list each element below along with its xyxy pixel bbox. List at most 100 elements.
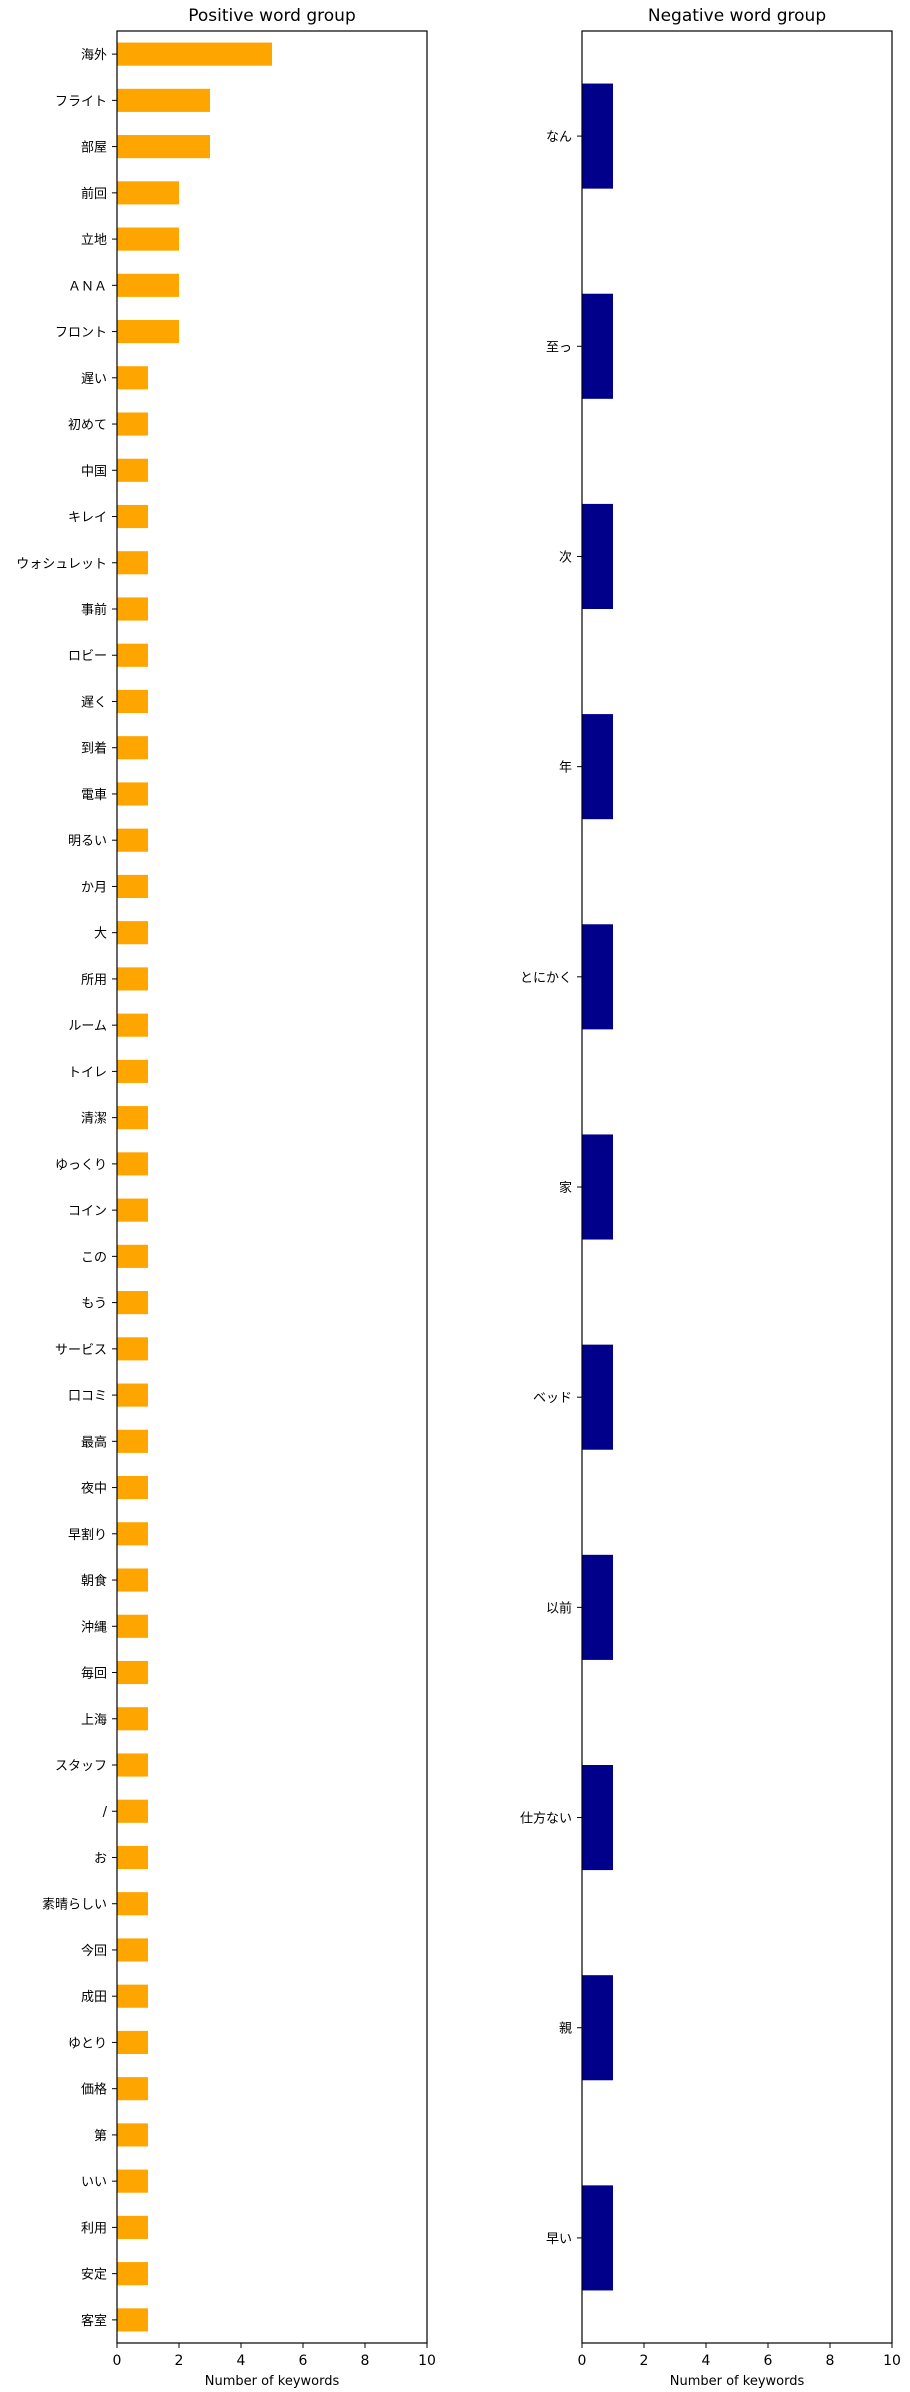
y-tick-label: 沖縄 bbox=[81, 1620, 107, 1635]
bar bbox=[117, 1383, 148, 1407]
x-tick-label: 8 bbox=[361, 2353, 370, 2369]
y-tick-label: フライト bbox=[55, 94, 107, 109]
y-tick-label: 夜中 bbox=[81, 1482, 107, 1497]
bar bbox=[117, 1568, 148, 1592]
bar bbox=[117, 597, 148, 621]
y-tick-label: 口コミ bbox=[68, 1389, 107, 1404]
x-tick-label: 8 bbox=[826, 2353, 835, 2369]
bar bbox=[117, 1291, 148, 1315]
y-tick-label: スタッフ bbox=[55, 1759, 107, 1774]
bar bbox=[117, 2215, 148, 2239]
x-tick-label: 10 bbox=[883, 2353, 901, 2369]
y-tick-label: 立地 bbox=[81, 233, 107, 248]
y-tick-label: 今回 bbox=[81, 1943, 107, 1959]
x-tick-label: 6 bbox=[764, 2353, 773, 2369]
x-tick-label: 4 bbox=[702, 2353, 711, 2369]
y-tick-label: 至っ bbox=[546, 340, 572, 355]
bar bbox=[117, 643, 148, 667]
bar bbox=[117, 273, 179, 297]
y-tick-label: 遅い bbox=[81, 372, 107, 387]
bar bbox=[582, 1134, 613, 1240]
bar bbox=[582, 83, 613, 189]
y-tick-label: ＡＮＡ bbox=[68, 279, 107, 294]
bar bbox=[117, 320, 179, 344]
y-tick-label: トイレ bbox=[68, 1065, 107, 1080]
bar bbox=[582, 2185, 613, 2291]
bar bbox=[117, 181, 179, 205]
bar bbox=[117, 504, 148, 529]
y-tick-label: 安定 bbox=[81, 2268, 107, 2283]
bar bbox=[117, 1337, 148, 1361]
bar bbox=[117, 1892, 148, 1916]
bar bbox=[117, 1522, 148, 1546]
bar bbox=[117, 2077, 148, 2101]
y-tick-label: 明るい bbox=[68, 834, 107, 849]
bar bbox=[582, 924, 613, 1030]
y-tick-label: サービス bbox=[55, 1343, 107, 1358]
bar bbox=[117, 1106, 148, 1130]
y-tick-label: 仕方ない bbox=[520, 1811, 572, 1827]
bar bbox=[117, 1244, 148, 1268]
y-tick-label: 大 bbox=[94, 927, 107, 942]
y-tick-label: 朝食 bbox=[81, 1573, 107, 1589]
chart-title: Positive word group bbox=[188, 6, 356, 26]
y-tick-label: 成田 bbox=[81, 1990, 107, 2005]
y-tick-label: 次 bbox=[559, 549, 572, 565]
y-tick-label: 所用 bbox=[81, 973, 107, 988]
y-tick-label: ロビー bbox=[68, 649, 107, 664]
bar bbox=[117, 1013, 148, 1037]
bar bbox=[117, 2262, 148, 2286]
bar bbox=[117, 921, 148, 945]
bar bbox=[117, 88, 210, 112]
bar bbox=[117, 1614, 148, 1638]
plot-frame bbox=[116, 30, 428, 2344]
x-tick-label: 10 bbox=[418, 2353, 436, 2369]
y-tick-label: 早割り bbox=[68, 1527, 107, 1543]
y-tick-label: ゆとり bbox=[68, 2036, 107, 2051]
y-tick-label: 利用 bbox=[81, 2221, 107, 2236]
y-tick-label: 部屋 bbox=[81, 141, 107, 156]
x-tick-label: 0 bbox=[113, 2353, 122, 2369]
y-tick-label: 最高 bbox=[81, 1434, 107, 1450]
y-tick-label: 毎回 bbox=[81, 1666, 107, 1682]
y-tick-label: 初めて bbox=[68, 418, 107, 433]
bar bbox=[117, 412, 148, 436]
x-tick-label: 4 bbox=[237, 2353, 246, 2369]
x-tick-label: 2 bbox=[175, 2353, 184, 2369]
y-tick-label: ウォシュレット bbox=[16, 557, 107, 572]
y-tick-label: 素晴らしい bbox=[42, 1898, 107, 1913]
chart-title: Negative word group bbox=[648, 6, 826, 26]
bar bbox=[117, 1152, 148, 1176]
bar bbox=[582, 293, 613, 399]
y-tick-label: 前回 bbox=[81, 186, 107, 202]
bar bbox=[117, 1753, 148, 1777]
y-tick-label: いい bbox=[81, 2175, 107, 2190]
bar bbox=[117, 1198, 148, 1222]
bar bbox=[117, 551, 148, 575]
bar bbox=[117, 874, 148, 898]
bar bbox=[117, 2308, 148, 2332]
y-tick-label: 年 bbox=[559, 761, 572, 776]
bar bbox=[117, 1059, 148, 1083]
bar bbox=[117, 2030, 148, 2054]
bar bbox=[117, 1429, 148, 1453]
plot-frame bbox=[581, 30, 893, 2344]
y-tick-label: 親 bbox=[559, 2022, 572, 2037]
bar bbox=[117, 1938, 148, 1962]
bar bbox=[117, 782, 148, 806]
x-tick-label: 2 bbox=[640, 2353, 649, 2369]
y-tick-label: ルーム bbox=[68, 1019, 107, 1034]
bar bbox=[117, 1476, 148, 1500]
y-tick-label: 第 bbox=[94, 2129, 107, 2144]
y-tick-label: キレイ bbox=[68, 511, 107, 526]
bar bbox=[117, 2123, 148, 2147]
bar bbox=[117, 1799, 148, 1823]
y-tick-label: 清潔 bbox=[81, 1112, 107, 1127]
bar bbox=[582, 714, 613, 820]
y-tick-label: か月 bbox=[81, 880, 107, 895]
bar bbox=[117, 1660, 148, 1685]
y-tick-label: 上海 bbox=[81, 1713, 107, 1728]
y-tick-label: 以前 bbox=[546, 1600, 572, 1616]
y-tick-label: 価格 bbox=[81, 2082, 107, 2098]
